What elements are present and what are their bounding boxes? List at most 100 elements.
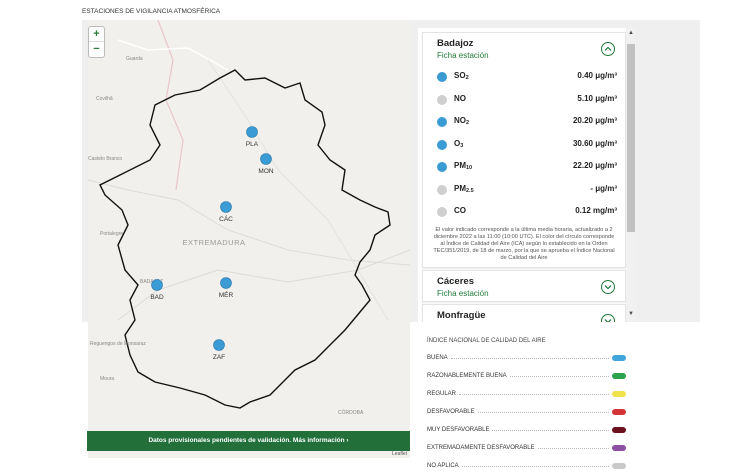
place-label: Reguengos de Monsaraz <box>90 341 146 347</box>
leader-dots <box>461 465 609 467</box>
pollutant-row: O3 30.60 μg/m³ <box>437 139 617 151</box>
pollutant-name: O3 <box>454 139 463 149</box>
station-card: Badajoz Ficha estación SO2 0.40 μg/m³ NO 5.10… <box>422 32 626 268</box>
pollutant-value: 30.60 μg/m³ <box>572 138 617 148</box>
expand-toggle[interactable] <box>601 42 615 56</box>
station-name: Cáceres <box>437 276 474 287</box>
stations: PLA MON CÁC MÉR BAD ZAF <box>150 126 274 361</box>
zoom-in[interactable]: + <box>89 27 104 42</box>
scroll-down[interactable]: ▼ <box>628 311 634 317</box>
leader-dots <box>509 375 609 377</box>
station-label: MÉR <box>219 290 234 299</box>
banner[interactable]: Datos provisionales pendientes de valida… <box>87 431 410 451</box>
station-marker[interactable] <box>220 201 232 213</box>
place-label: Moura <box>100 376 114 382</box>
pollutant-row: PM2.5 - μg/m³ <box>437 184 617 196</box>
pollutant-label: O <box>454 138 461 148</box>
map-background <box>88 20 410 458</box>
legend-item: REGULAR <box>427 390 626 398</box>
legend-item: MUY DESFAVORABLE <box>427 426 626 434</box>
legend-label: RAZONABLEMENTE BUENA <box>427 373 507 379</box>
legend-title: ÍNDICE NACIONAL DE CALIDAD DEL AIRE <box>427 338 546 344</box>
zoom-out[interactable]: − <box>93 43 100 55</box>
station-marker[interactable] <box>151 279 163 291</box>
pollutant-value: 22.20 μg/m³ <box>572 161 617 170</box>
legend-swatch <box>612 427 626 433</box>
pollutant-row: NO 5.10 μg/m³ <box>437 94 617 106</box>
station-marker[interactable] <box>246 126 258 138</box>
pollutant-row: CO 0.12 mg/m³ <box>437 206 617 218</box>
stations-panel: Badajoz Ficha estación SO2 0.40 μg/m³ NO 5.10… <box>418 28 636 322</box>
pollutant-value: - μg/m³ <box>590 183 617 193</box>
legend-swatch <box>612 373 626 379</box>
station-link[interactable]: Ficha estación <box>437 289 489 298</box>
station-name: Monfragüe <box>437 310 486 321</box>
pollutant-row: NO2 20.20 μg/m³ <box>437 116 617 128</box>
scroll-thumb[interactable] <box>627 44 635 232</box>
station-card: MonfragüeFicha estación <box>422 304 626 322</box>
station-card: Cáceres Ficha estación <box>422 270 626 302</box>
legend-label: BUENA <box>427 355 448 361</box>
pollutant-subscript: 10 <box>466 165 473 171</box>
pollutant-subscript: 2 <box>466 120 470 126</box>
legend-label: EXTREMADAMENTE DESFAVORABLE <box>427 445 535 451</box>
expand-toggle[interactable] <box>601 314 615 322</box>
chevron-path <box>604 46 612 51</box>
scroll-up[interactable]: ▲ <box>628 30 634 36</box>
zoom-control: + − <box>88 26 105 58</box>
place-label: CÓRDOBA <box>338 409 364 416</box>
pollutant-row: PM10 22.20 μg/m³ <box>437 161 617 173</box>
pollutant-label: PM <box>454 161 466 170</box>
pollutant-subscript: 3 <box>460 142 464 149</box>
place-labels: Guarda Covilhã Castelo Branco Portalegre Reg… <box>88 56 364 416</box>
pollutant-label: NO <box>454 116 466 125</box>
legend-item: EXTREMADAMENTE DESFAVORABLE <box>427 444 626 452</box>
leader-dots <box>492 429 609 431</box>
road <box>117 39 229 71</box>
road <box>88 179 410 266</box>
legend-swatch <box>612 355 626 361</box>
chevron-icon <box>604 285 612 290</box>
region-label: EXTREMADURA <box>182 238 245 247</box>
pollutant-name: NO <box>454 94 466 103</box>
pollutant-name: NO2 <box>454 116 469 126</box>
pollutant-value: 0.12 mg/m³ <box>575 206 617 215</box>
station-marker[interactable] <box>220 277 232 289</box>
pollutant-value: 0.40 μg/m³ <box>577 71 617 80</box>
map[interactable]: Guarda Covilhã Castelo Branco Portalegre Reg… <box>88 20 410 458</box>
legend-swatch <box>612 445 626 451</box>
station-marker[interactable] <box>213 339 225 351</box>
place-label: Covilhã <box>96 96 113 102</box>
station-label: BAD <box>150 294 164 301</box>
station-label: ZAF <box>213 354 225 361</box>
legend-swatch <box>612 463 626 469</box>
station-link[interactable]: Ficha estación <box>437 51 489 60</box>
pollutant-value: 20.20 μg/m³ <box>572 116 617 125</box>
attribution[interactable]: Leaflet <box>392 451 408 457</box>
status-dot <box>437 94 447 105</box>
chevron-icon <box>604 46 612 51</box>
expand-toggle[interactable] <box>601 280 615 294</box>
page-title: ESTACIONES DE VIGILANCIA ATMOSFÉRICA <box>82 8 221 15</box>
station-label: PLA <box>246 141 259 148</box>
road <box>117 249 410 321</box>
status-dot <box>437 162 447 172</box>
status-dot <box>437 117 447 127</box>
station-name: Badajoz <box>437 38 474 49</box>
pollutant-name: CO <box>454 206 466 215</box>
status-dot <box>437 184 447 195</box>
pollutant-subscript: 2 <box>465 75 469 81</box>
pollutant-label: NO <box>454 93 466 103</box>
legend-item: DESFAVORABLE <box>427 408 626 416</box>
status-dot <box>437 72 447 82</box>
place-label: BADAJOZ <box>140 279 163 285</box>
station-marker[interactable] <box>260 153 272 165</box>
road <box>207 59 389 321</box>
legend-label: NO APLICA <box>427 463 459 469</box>
legend-label: REGULAR <box>427 391 457 397</box>
note: El valor indicado corresponde a la últim… <box>433 227 615 261</box>
leader-dots <box>459 393 609 395</box>
pollutant-subscript: 2.5 <box>466 187 474 194</box>
pollutant-row: SO2 0.40 μg/m³ <box>437 71 617 83</box>
